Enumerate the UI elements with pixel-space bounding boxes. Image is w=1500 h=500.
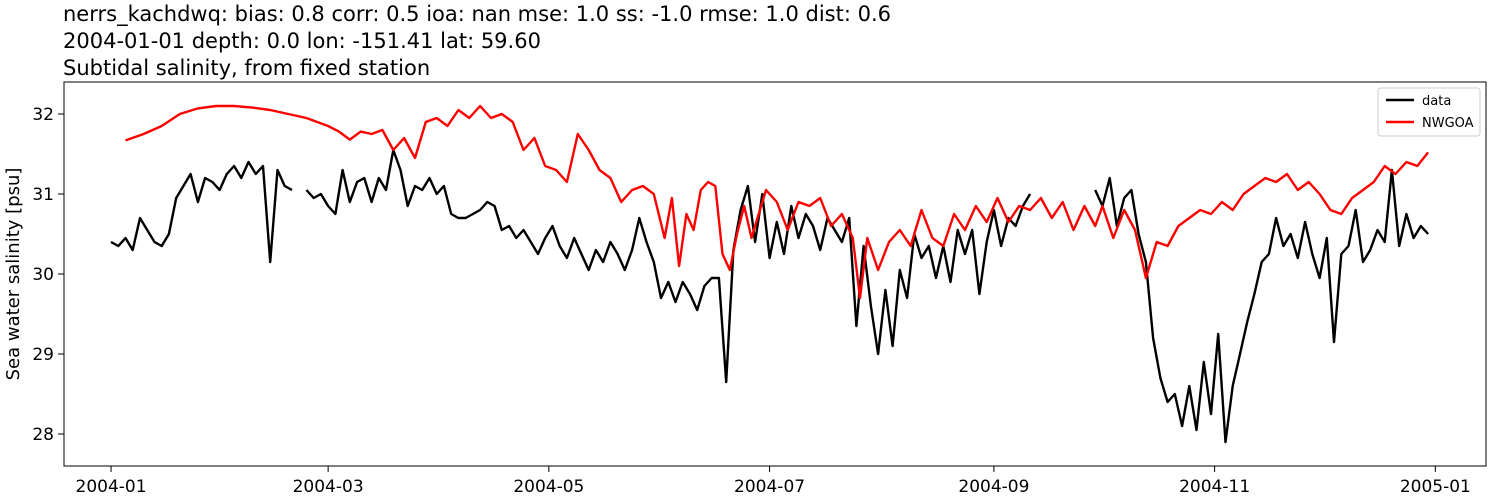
x-tick-label: 2004-09	[958, 477, 1029, 497]
y-tick-label: 30	[32, 265, 54, 285]
x-tick-label: 2004-01	[76, 477, 147, 497]
legend-label: NWGOA	[1422, 116, 1474, 131]
legend: data NWGOA	[1377, 87, 1481, 137]
chart-title-block: nerrs_kachdwq: bias: 0.8 corr: 0.5 ioa: …	[63, 1, 891, 82]
x-tick-label: 2004-07	[734, 477, 805, 497]
series-line-nwgoa	[125, 104, 1430, 300]
chart-title-location: 2004-01-01 depth: 0.0 lon: -151.41 lat: …	[63, 29, 541, 53]
y-axis: 28 29 30 31 32	[32, 105, 64, 445]
y-tick-label: 32	[32, 105, 54, 125]
plot-frame	[63, 81, 1487, 467]
x-tick-label: 2005-01	[1400, 477, 1471, 497]
x-tick-label: 2004-05	[513, 477, 584, 497]
legend-label: data	[1422, 94, 1451, 109]
y-tick-label: 28	[32, 425, 54, 445]
x-tick-label: 2004-03	[293, 477, 364, 497]
chart-title-description: Subtidal salinity, from fixed station	[63, 56, 431, 80]
x-axis: 2004-01 2004-03 2004-05 2004-07 2004-09 2004-…	[76, 466, 1471, 497]
y-axis-label: Sea water salinity [psu]	[3, 168, 24, 381]
chart-title-stats: nerrs_kachdwq: bias: 0.8 corr: 0.5 ioa: …	[63, 2, 891, 26]
y-tick-label: 31	[32, 185, 54, 205]
series-layer	[110, 104, 1430, 444]
x-tick-label: 2004-11	[1179, 477, 1250, 497]
y-tick-label: 29	[32, 345, 54, 365]
series-line-data	[110, 148, 1429, 444]
